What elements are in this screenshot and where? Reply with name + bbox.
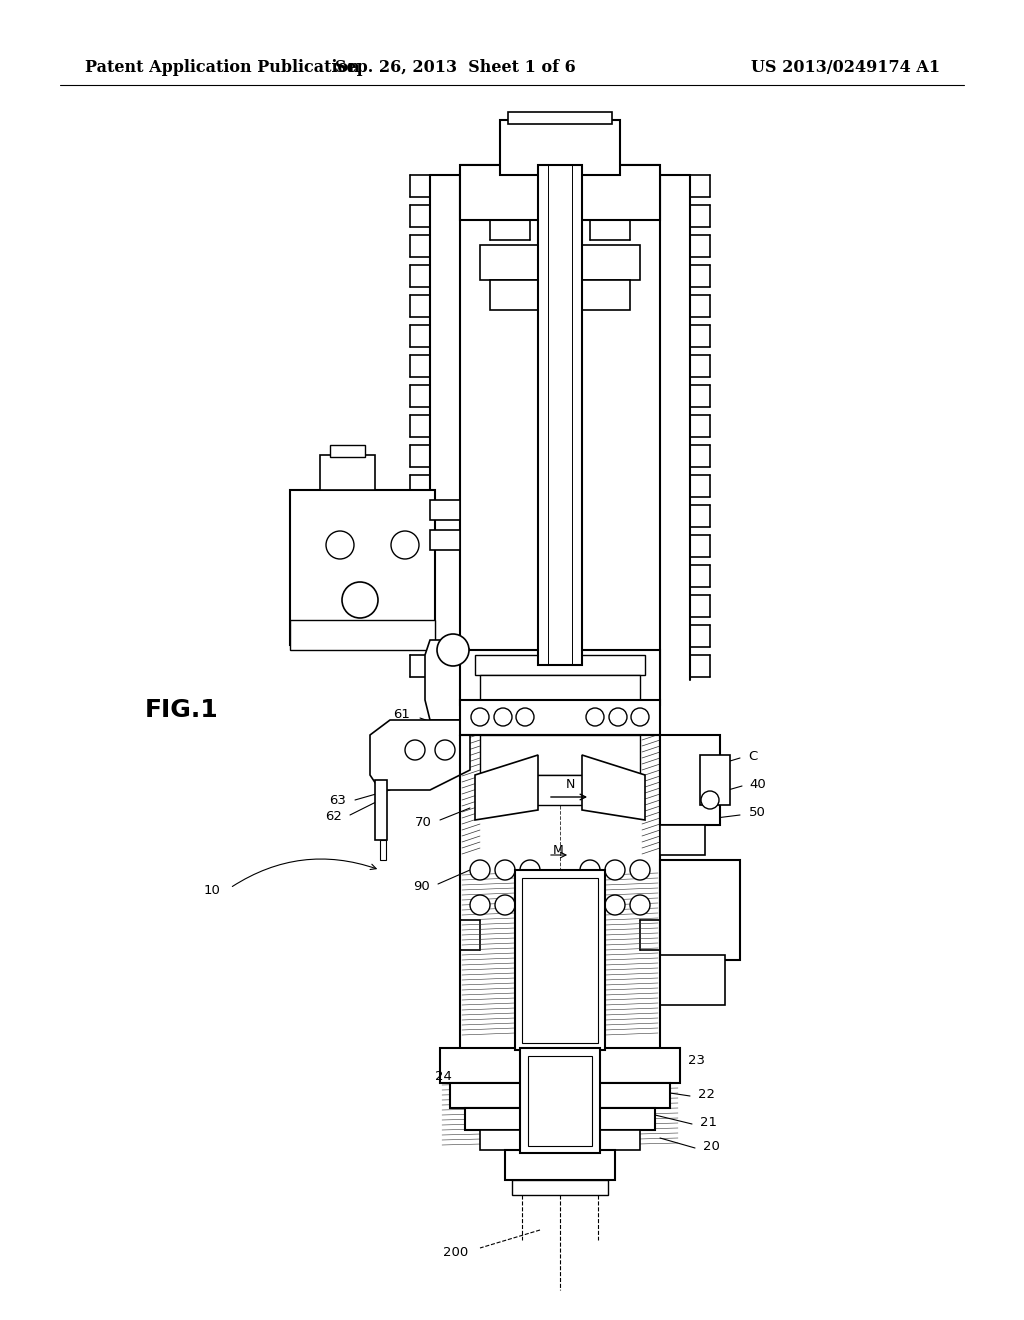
Circle shape: [495, 895, 515, 915]
Bar: [475, 655, 645, 675]
Polygon shape: [370, 719, 470, 789]
Text: 63: 63: [329, 793, 346, 807]
Circle shape: [516, 708, 534, 726]
Circle shape: [630, 895, 650, 915]
Polygon shape: [475, 755, 538, 820]
Text: 70: 70: [415, 816, 432, 829]
Bar: [430, 531, 460, 550]
Bar: [490, 775, 630, 805]
Circle shape: [520, 895, 540, 915]
Bar: [480, 675, 640, 705]
Circle shape: [494, 708, 512, 726]
Bar: [290, 620, 435, 649]
Text: N: N: [565, 779, 574, 792]
Bar: [512, 1180, 608, 1195]
Bar: [460, 700, 660, 735]
Text: 10: 10: [203, 883, 220, 896]
Bar: [660, 954, 725, 1005]
Text: Sep. 26, 2013  Sheet 1 of 6: Sep. 26, 2013 Sheet 1 of 6: [335, 59, 575, 77]
Circle shape: [495, 861, 515, 880]
Bar: [465, 1107, 655, 1130]
Circle shape: [605, 895, 625, 915]
Text: 50: 50: [749, 805, 766, 818]
Circle shape: [435, 741, 455, 760]
Circle shape: [391, 531, 419, 558]
Text: FIG.1: FIG.1: [145, 698, 219, 722]
Bar: [480, 1130, 640, 1150]
Text: US 2013/0249174 A1: US 2013/0249174 A1: [751, 59, 940, 77]
Circle shape: [586, 708, 604, 726]
Text: 21: 21: [700, 1115, 717, 1129]
Polygon shape: [582, 755, 645, 820]
Bar: [480, 246, 640, 280]
Bar: [319, 455, 375, 490]
Bar: [430, 500, 460, 520]
Text: C: C: [748, 750, 758, 763]
Bar: [460, 165, 660, 220]
Circle shape: [470, 861, 490, 880]
Bar: [375, 780, 387, 840]
Circle shape: [520, 861, 540, 880]
Text: 61: 61: [393, 709, 410, 722]
Text: 62: 62: [326, 810, 342, 824]
Text: 90: 90: [414, 879, 430, 892]
Circle shape: [631, 708, 649, 726]
Bar: [440, 1048, 680, 1082]
Circle shape: [470, 895, 490, 915]
Text: 20: 20: [703, 1139, 720, 1152]
Circle shape: [701, 791, 719, 809]
Bar: [700, 755, 730, 805]
Text: 23: 23: [688, 1053, 705, 1067]
Bar: [330, 445, 365, 457]
Circle shape: [605, 861, 625, 880]
Bar: [660, 825, 705, 855]
Bar: [380, 840, 386, 861]
Text: 40: 40: [749, 777, 766, 791]
Text: 200: 200: [442, 1246, 468, 1258]
Bar: [515, 870, 605, 1049]
Bar: [460, 649, 660, 705]
Circle shape: [580, 861, 600, 880]
Bar: [505, 1150, 615, 1180]
Bar: [522, 878, 598, 1043]
Text: 22: 22: [698, 1088, 715, 1101]
Circle shape: [342, 582, 378, 618]
Bar: [450, 1082, 670, 1107]
Text: M: M: [553, 843, 563, 857]
Bar: [290, 490, 435, 645]
Bar: [508, 112, 612, 124]
Bar: [660, 735, 720, 825]
Polygon shape: [425, 640, 475, 719]
Circle shape: [471, 708, 489, 726]
Text: Patent Application Publication: Patent Application Publication: [85, 59, 359, 77]
Circle shape: [437, 634, 469, 667]
Circle shape: [406, 741, 425, 760]
Circle shape: [326, 531, 354, 558]
Bar: [528, 1056, 592, 1146]
Circle shape: [580, 895, 600, 915]
Text: 24: 24: [435, 1069, 452, 1082]
Bar: [538, 165, 582, 665]
Bar: [660, 861, 740, 960]
Circle shape: [609, 708, 627, 726]
Bar: [480, 735, 640, 775]
Bar: [520, 1048, 600, 1152]
Bar: [500, 120, 620, 176]
Bar: [490, 280, 630, 310]
Circle shape: [630, 861, 650, 880]
